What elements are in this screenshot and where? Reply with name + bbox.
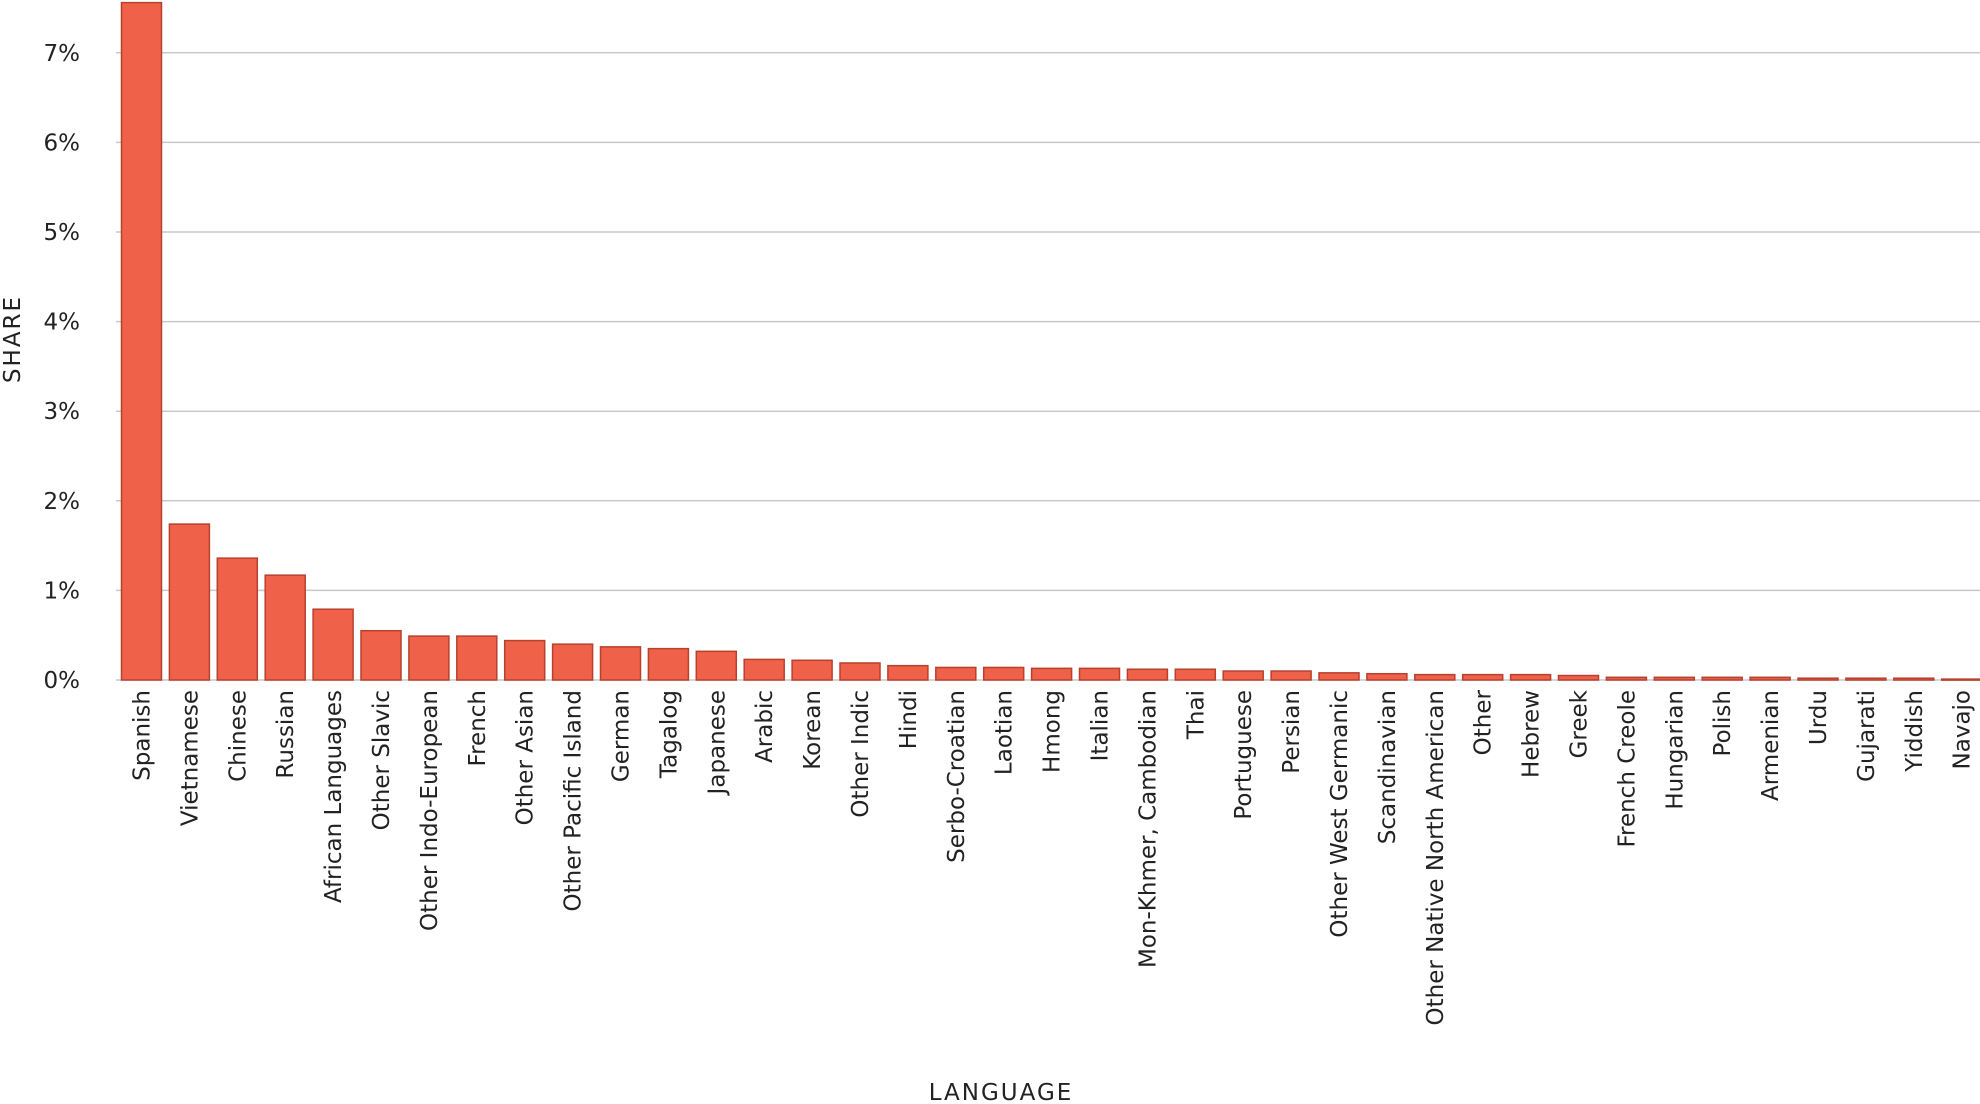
x-tick-label: Navajo [1950, 690, 1976, 769]
bar [1270, 670, 1312, 681]
bar [1078, 667, 1121, 681]
x-tick-label: Gujarati [1854, 690, 1880, 782]
x-tick-label: Serbo-Croatian [944, 690, 970, 863]
x-tick-label: Laotian [992, 690, 1018, 775]
gridlines [116, 52, 1980, 681]
x-axis-ticks: Spanish Vietnamese Chinese Russian African L… [130, 689, 1976, 1025]
bar [1318, 672, 1360, 681]
y-tick-label: 6% [44, 130, 81, 156]
y-tick-label: 0% [44, 668, 81, 694]
bar [839, 662, 881, 681]
x-tick-label: Spanish [130, 690, 156, 781]
bar [1557, 674, 1600, 681]
x-tick-label: Hungarian [1662, 690, 1688, 810]
x-tick-label: Other Indic [848, 690, 874, 818]
bar [935, 666, 977, 681]
x-tick-label: Other West Germanic [1327, 690, 1353, 938]
y-tick-label: 3% [44, 399, 81, 425]
bar [695, 650, 738, 681]
x-tick-label: African Languages [321, 690, 347, 903]
y-tick-label: 2% [44, 489, 81, 515]
bar [1940, 678, 1980, 681]
bar [1222, 670, 1264, 681]
bar [503, 639, 546, 681]
bar [456, 635, 498, 681]
bar [1414, 673, 1456, 681]
y-tick-label: 4% [44, 310, 81, 336]
bar [1461, 673, 1504, 681]
y-tick-label: 1% [44, 578, 81, 604]
bar [1701, 676, 1743, 681]
bars [120, 1, 1980, 681]
x-tick-label: Other Indo-European [417, 690, 443, 931]
x-tick-label: Scandinavian [1375, 690, 1401, 844]
x-tick-label: Persian [1279, 690, 1305, 774]
x-tick-label: Greek [1567, 689, 1593, 758]
bar [216, 557, 259, 681]
x-tick-label: Thai [1183, 690, 1209, 740]
x-tick-label: Other [1471, 689, 1497, 755]
bar [1653, 676, 1696, 681]
x-tick-label: Mon-Khmer, Cambodian [1135, 690, 1161, 968]
x-tick-label: Hindi [896, 690, 922, 749]
y-tick-label: 7% [44, 41, 81, 67]
bar [120, 1, 163, 681]
x-tick-label: Other Pacific Island [561, 690, 587, 911]
bar [1605, 676, 1648, 681]
bar [982, 666, 1025, 681]
bar [312, 608, 354, 681]
x-tick-label: French Creole [1614, 690, 1640, 848]
bar [1797, 677, 1839, 681]
x-tick-label: Yiddish [1902, 690, 1928, 773]
x-tick-label: Korean [800, 690, 826, 770]
x-tick-label: Polish [1710, 690, 1736, 756]
x-tick-label: Chinese [225, 690, 251, 782]
bar [599, 646, 642, 681]
bar [408, 635, 450, 681]
x-tick-label: Urdu [1806, 690, 1832, 745]
bar [1366, 672, 1408, 681]
x-tick-label: Portuguese [1231, 690, 1257, 820]
x-tick-label: Hebrew [1519, 690, 1545, 778]
bar [168, 523, 211, 681]
bar [1509, 673, 1552, 681]
x-tick-label: Hmong [1040, 690, 1066, 773]
x-tick-label: Italian [1088, 690, 1114, 761]
x-tick-label: Other Asian [513, 690, 539, 825]
bar [1126, 668, 1169, 681]
bar [743, 658, 785, 681]
bar [551, 643, 594, 681]
bar [1845, 677, 1887, 681]
bar [360, 629, 402, 681]
y-tick-label: 5% [44, 220, 81, 246]
bar [647, 647, 690, 681]
y-axis-ticks: 0% 1% 2% 3% 4% 5% 6% 7% [44, 41, 81, 694]
x-tick-label: German [609, 690, 635, 782]
x-tick-label: Tagalog [656, 690, 682, 779]
x-tick-label: Other Native North American [1423, 690, 1449, 1026]
x-tick-label: Other Slavic [369, 690, 395, 830]
x-tick-label: Armenian [1758, 690, 1784, 801]
x-tick-label: Japanese [704, 690, 730, 796]
bar [1030, 667, 1073, 681]
bar [791, 659, 833, 681]
bar [264, 574, 306, 681]
bar [1893, 677, 1935, 681]
bar [887, 664, 929, 681]
x-tick-label: Arabic [752, 690, 778, 763]
x-axis-title: LANGUAGE [929, 1080, 1074, 1104]
bar [1174, 668, 1217, 681]
x-tick-label: French [465, 690, 491, 766]
y-axis-title: SHARE [0, 295, 26, 383]
bar [1749, 676, 1791, 681]
x-tick-label: Russian [273, 690, 299, 779]
x-tick-label: Vietnamese [177, 690, 203, 826]
